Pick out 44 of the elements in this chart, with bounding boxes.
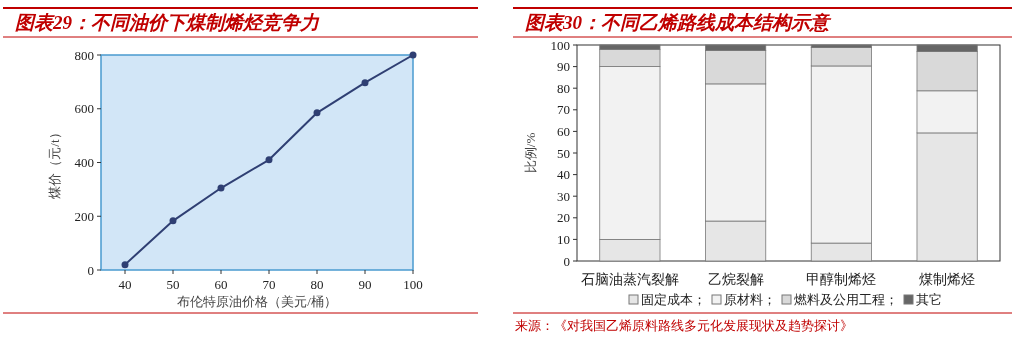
point (361, 79, 369, 87)
point (313, 109, 321, 117)
point (121, 261, 129, 269)
x-tick-label: 80 (310, 277, 324, 292)
point (409, 51, 417, 59)
y-tick-label: 30 (557, 188, 570, 204)
y-tick-label: 600 (74, 101, 94, 117)
x-tick-label: 乙烷裂解 (707, 272, 764, 287)
y-tick-label: 50 (557, 145, 570, 161)
y-tick-label: 400 (74, 155, 94, 170)
x-tick-label: 煤制烯烃 (919, 272, 976, 287)
y-tick-label: 90 (557, 59, 570, 75)
y-tick-label: 0 (87, 262, 94, 278)
y-tick-label: 40 (557, 167, 570, 183)
y-tick-label: 10 (557, 231, 570, 247)
legend-label: 原材料； (724, 292, 776, 307)
x-tick-label: 90 (358, 277, 372, 292)
y-tick-label: 60 (557, 123, 570, 139)
chart-title: 图表30：不同乙烯路线成本结构示意 (525, 12, 832, 33)
point (265, 156, 273, 164)
y-axis-title: 比例/% (523, 132, 538, 174)
y-tick-label: 200 (74, 208, 94, 224)
point (169, 217, 177, 225)
x-tick-label: 40 (118, 277, 132, 292)
legend-label: 其它 (916, 292, 942, 307)
x-tick-label: 70 (262, 277, 276, 292)
y-tick-label: 20 (557, 210, 570, 226)
x-tick-label: 100 (403, 277, 423, 292)
legend-label: 固定成本； (641, 292, 706, 307)
y-tick-label: 80 (557, 80, 570, 96)
x-tick-label: 石脑油蒸汽裂解 (580, 272, 679, 287)
chart-title: 图表29：不同油价下煤制烯烃竞争力 (15, 12, 320, 33)
y-axis-title: 煤价（元/t） (47, 126, 62, 199)
x-axis-title: 布伦特原油价格（美元/桶） (177, 294, 337, 309)
legend-label: 燃料及公用工程； (794, 292, 898, 307)
point (217, 184, 225, 192)
y-tick-label: 70 (557, 102, 570, 118)
y-tick-label: 0 (563, 253, 570, 269)
source-note: 来源：《对我国乙烯原料路线多元化发展现状及趋势探讨》 (515, 318, 853, 333)
x-tick-label: 60 (214, 277, 228, 292)
x-tick-label: 50 (166, 277, 180, 292)
y-tick-label: 100 (550, 37, 570, 53)
y-tick-label: 800 (74, 47, 94, 63)
x-tick-label: 甲醇制烯烃 (806, 272, 877, 287)
